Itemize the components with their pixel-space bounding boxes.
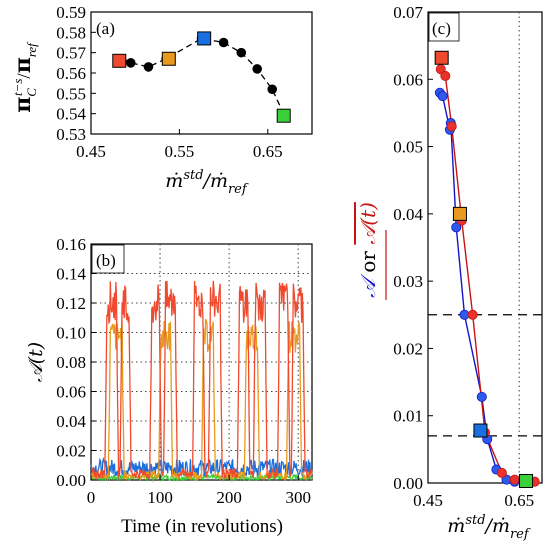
panel-c-ticks: 0.00 0.01 0.02 0.03 0.04 0.05 0.06 0.07 0.45 0.65 (393, 3, 534, 510)
panel-a-series-line (121, 37, 287, 119)
panel-a-point (143, 62, 154, 72)
panel-b-tag: (b) (96, 251, 116, 270)
panel-c-ytick-label: 0.03 (393, 272, 423, 291)
panel-a-point (125, 58, 136, 68)
panel-c-square-red (434, 50, 449, 65)
panel-b-ytick-label: 0.00 (56, 471, 86, 490)
panel-c-ytick-label: 0.06 (393, 70, 423, 89)
panel-c-ytick-label: 0.01 (393, 407, 423, 426)
panel-c-point-dark_red (440, 70, 451, 81)
panel-b: (b) 0.00 0.02 0.04 0.06 0.08 0.10 0.12 0.14 0.16… (25, 235, 313, 537)
panel-b-ytick-label: 0.12 (56, 294, 86, 313)
panel-b-ytick-label: 0.04 (56, 412, 86, 431)
panel-c-point-dark_red (496, 467, 507, 478)
panel-a-xlabel: ṁstd/ṁref (165, 168, 249, 197)
panel-c-frame (427, 11, 543, 484)
panel-a-xtick-label: 0.55 (165, 142, 195, 161)
panel-a-square-blue (197, 31, 212, 46)
panel-a-xtick-label: 0.65 (253, 142, 283, 161)
panel-b-ytick-label: 0.02 (56, 442, 86, 461)
panel-a-square-green (276, 108, 291, 123)
panel-a: (a) 0.530.540.550.560.570.580.590.45 0.55… (10, 3, 313, 197)
panel-a-ytick-label: 0.59 (56, 3, 86, 22)
panel-b-xtick-label: 100 (147, 488, 173, 507)
panel-a-point (218, 37, 229, 48)
panel-b-marks (90, 280, 313, 483)
panel-b-xlabel: Time (in revolutions) (121, 516, 283, 537)
panel-a-square-red (112, 53, 127, 68)
panel-c-ytick-label: 0.05 (393, 138, 423, 157)
panel-c-point-dark_red (509, 474, 520, 485)
panel-c-ytick-label: 0.04 (393, 205, 423, 224)
panel-a-ytick-label: 0.56 (56, 64, 86, 83)
panel-c-point-dark_red (446, 121, 457, 132)
panel-c-point-dark_red (467, 309, 478, 320)
panel-a-ticks: 0.530.540.550.560.570.580.590.45 0.55 0.65 (56, 3, 282, 161)
panel-a-ytick-label: 0.54 (56, 105, 86, 124)
panel-a-square-orange (161, 51, 176, 66)
panel-c-xlabel: ṁstd/ṁref (447, 513, 531, 542)
panel-c-point-dark_blue (476, 391, 487, 402)
panel-b-ytick-label: 0.08 (56, 353, 86, 372)
panel-c-tag-box (428, 12, 460, 42)
panel-c-ytick-label: 0.07 (393, 3, 423, 22)
panel-b-xtick-label: 300 (285, 488, 311, 507)
panel-b-tag-box (91, 244, 125, 274)
panel-c-ytick-label: 0.02 (393, 339, 423, 358)
panel-b-xtick-label: 200 (216, 488, 242, 507)
panel-b-series-red (90, 280, 313, 480)
panel-a-ytick-label: 0.55 (56, 84, 86, 103)
panel-c-square-orange (452, 206, 467, 221)
panel-c-line-dark_blue (439, 92, 515, 483)
panel-c-point-dark_blue (437, 91, 448, 102)
panel-c-square-green (519, 473, 534, 488)
panel-a-point (236, 47, 247, 58)
panel-a-ytick-label: 0.57 (56, 44, 86, 63)
panel-c-grid (428, 12, 542, 483)
panel-a-marks (112, 31, 291, 123)
panel-c-point-dark_blue (451, 222, 462, 233)
panel-a-point (252, 64, 262, 74)
panel-b-ticks: 0.00 0.02 0.04 0.06 0.08 0.10 0.12 0.14 0.16 0 100… (56, 235, 311, 507)
panel-c-xtick-label: 0.65 (504, 491, 534, 510)
panel-b-ytick-label: 0.16 (56, 235, 86, 254)
panel-c-xtick-label: 0.45 (413, 491, 443, 510)
panel-b-xtick-label: 0 (87, 488, 96, 507)
panel-a-ylabel: πCt−s/πref (10, 41, 39, 113)
panel-c-tag: (c) (432, 19, 451, 38)
panel-a-ytick-label: 0.58 (56, 23, 86, 42)
panel-c-square-blue (473, 423, 488, 438)
panel-c-line-dark_red (440, 68, 535, 483)
panel-c-ytick-label: 0.00 (393, 474, 423, 493)
panel-b-ylabel: 𝒜(t) (25, 342, 47, 382)
panel-c-marks (434, 50, 540, 488)
panel-a-xtick-label: 0.45 (76, 142, 106, 161)
panel-a-tag: (a) (96, 19, 115, 38)
panel-a-ytick-label: 0.53 (56, 125, 86, 144)
panel-c-ylabel: 𝒜 or 𝒜(t) (356, 202, 380, 298)
panel-b-ytick-label: 0.10 (56, 324, 86, 343)
panel-c: (c) 0.00 0.01 0.02 0.03 0.04 0.05 0.06 0.07 0.45… (356, 3, 543, 542)
panel-b-ytick-label: 0.14 (56, 265, 86, 284)
panel-b-ytick-label: 0.06 (56, 383, 86, 402)
panel-a-point (267, 84, 278, 95)
